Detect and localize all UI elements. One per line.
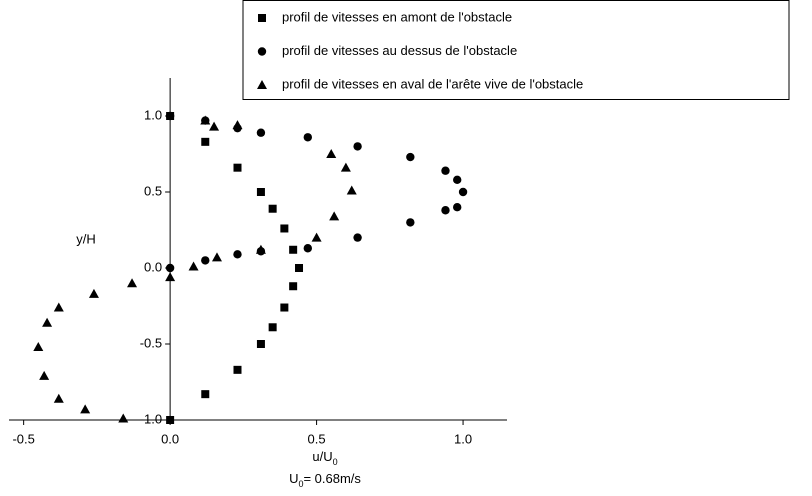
x-axis-label: u/U0 [312, 449, 337, 467]
data-point [33, 342, 44, 352]
data-point [441, 206, 450, 215]
data-point [303, 133, 312, 142]
data-point [346, 185, 357, 195]
x-tick-label: 1.0 [454, 431, 472, 446]
subtitle-sub: 0 [298, 479, 303, 489]
data-point [326, 149, 337, 158]
data-point [80, 404, 91, 414]
data-point [88, 288, 99, 298]
data-point [201, 256, 210, 265]
data-point [453, 203, 462, 212]
data-point [453, 175, 462, 185]
data-point [233, 163, 242, 172]
data-point [295, 264, 304, 272]
legend-box [242, 0, 790, 100]
legend-marker [258, 14, 266, 22]
data-point [211, 252, 222, 262]
data-point [406, 152, 415, 162]
legend-label: profil de vitesses en amont de l'obstacl… [282, 9, 512, 24]
data-point [165, 272, 176, 282]
data-point [39, 370, 50, 380]
subtitle-rest: = 0.68m/s [303, 471, 361, 486]
data-point [268, 323, 277, 332]
y-tick-label: 0.0 [144, 259, 162, 274]
data-point [53, 302, 64, 312]
legend-marker [257, 80, 267, 89]
subtitle-main: U [289, 471, 298, 486]
data-point [458, 187, 468, 197]
x-axis-label-main: u/U [312, 449, 332, 464]
data-point [303, 244, 312, 253]
data-point [256, 188, 265, 196]
data-point [201, 137, 210, 146]
data-point [280, 224, 289, 233]
data-point [256, 340, 265, 348]
data-point [289, 282, 298, 291]
data-point [166, 416, 175, 424]
data-point [200, 115, 211, 125]
data-point [353, 233, 362, 242]
x-tick-label: 0.5 [308, 431, 326, 446]
data-point [406, 218, 415, 227]
subtitle: U0= 0.68m/s [289, 471, 361, 489]
data-point [353, 142, 362, 151]
data-point [42, 317, 53, 327]
legend-marker [257, 47, 267, 56]
data-point [53, 393, 64, 403]
data-point [256, 128, 266, 137]
y-tick-label: -1.0 [140, 411, 162, 426]
legend-label: profil de vitesses au dessus de l'obstac… [282, 43, 517, 58]
data-point [289, 245, 298, 254]
data-point [127, 278, 138, 288]
y-tick-label: 0.5 [144, 183, 162, 198]
data-point [280, 303, 289, 312]
y-tick-label: 1.0 [144, 107, 162, 122]
data-point [188, 261, 199, 271]
x-tick-label: 0.0 [161, 431, 179, 446]
data-point [165, 263, 175, 273]
data-point [201, 390, 210, 399]
y-axis-label: y/H [76, 231, 96, 246]
data-point [118, 413, 129, 423]
data-point [255, 244, 266, 254]
data-point [340, 162, 351, 172]
data-point [268, 204, 277, 213]
data-point [232, 120, 243, 130]
y-tick-label: -0.5 [140, 335, 162, 350]
data-point [311, 232, 322, 242]
data-point [441, 166, 450, 175]
legend-label: profil de vitesses en aval de l'arête vi… [282, 76, 583, 91]
x-tick-label: -0.5 [12, 431, 34, 446]
data-point [233, 365, 242, 374]
x-axis-label-sub: 0 [333, 457, 338, 467]
data-point [165, 111, 175, 121]
data-point [233, 250, 242, 259]
data-point [329, 211, 340, 221]
data-point [209, 121, 220, 131]
